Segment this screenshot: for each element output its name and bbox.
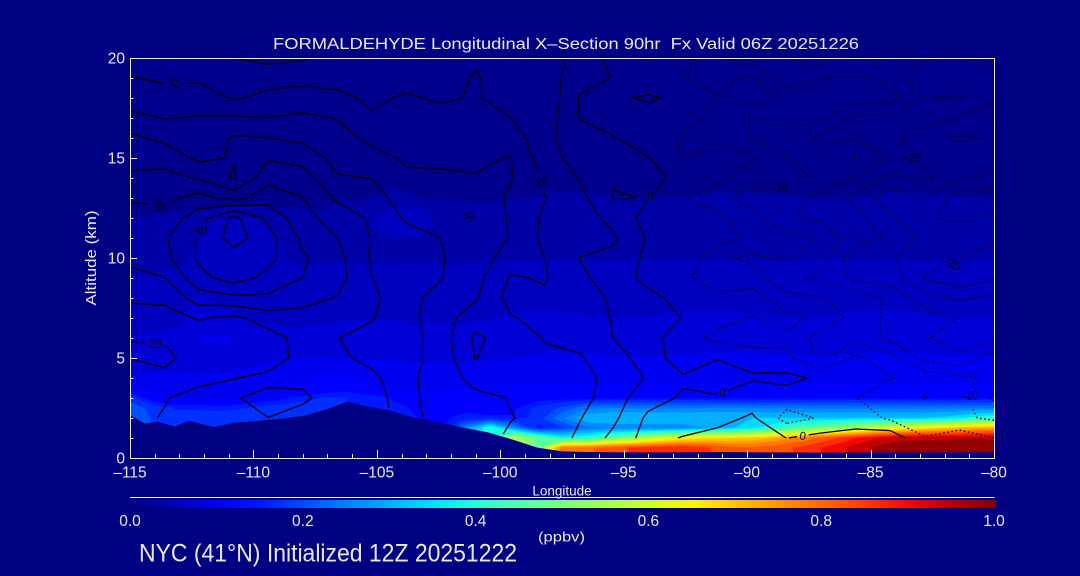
svg-text:1.0: 1.0: [983, 513, 1005, 530]
svg-text:FORMALDEHYDE Longitudinal X–Se: FORMALDEHYDE Longitudinal X–Section 90hr…: [273, 36, 859, 53]
svg-text:–85: –85: [858, 465, 884, 482]
svg-text:0: 0: [116, 451, 125, 468]
svg-text:10: 10: [166, 76, 182, 92]
svg-text:10: 10: [108, 251, 126, 268]
svg-text:–20: –20: [901, 152, 921, 166]
svg-text:0.2: 0.2: [292, 513, 314, 530]
svg-text:(ppbv): (ppbv): [538, 530, 585, 545]
svg-text:0: 0: [719, 388, 725, 400]
svg-text:20: 20: [108, 51, 126, 68]
svg-text:20: 20: [461, 210, 478, 227]
svg-text:0.0: 0.0: [119, 513, 141, 530]
svg-text:10: 10: [535, 176, 550, 190]
svg-text:Longitude: Longitude: [532, 484, 591, 499]
svg-text:–100: –100: [483, 465, 518, 482]
svg-text:0.4: 0.4: [465, 513, 487, 530]
svg-text:–10: –10: [769, 183, 788, 195]
svg-text:–105: –105: [360, 465, 394, 482]
svg-text:0.8: 0.8: [810, 513, 832, 530]
svg-text:0.6: 0.6: [638, 513, 660, 530]
svg-text:15: 15: [108, 151, 125, 168]
svg-text:–10: –10: [959, 391, 978, 403]
svg-text:–95: –95: [611, 465, 637, 482]
svg-text:40: 40: [194, 225, 208, 239]
svg-text:5: 5: [116, 351, 125, 368]
svg-text:–110: –110: [237, 465, 271, 482]
svg-text:–90: –90: [734, 465, 760, 482]
svg-text:0: 0: [647, 192, 653, 204]
svg-text:NYC (41°N) Initialized 12Z 202: NYC (41°N) Initialized 12Z 20251222: [139, 540, 517, 568]
svg-text:20: 20: [149, 339, 162, 351]
svg-text:Altitude (km): Altitude (km): [84, 211, 100, 306]
svg-text:0: 0: [799, 430, 807, 443]
svg-text:–80: –80: [981, 465, 1007, 482]
svg-text:–115: –115: [113, 465, 146, 482]
